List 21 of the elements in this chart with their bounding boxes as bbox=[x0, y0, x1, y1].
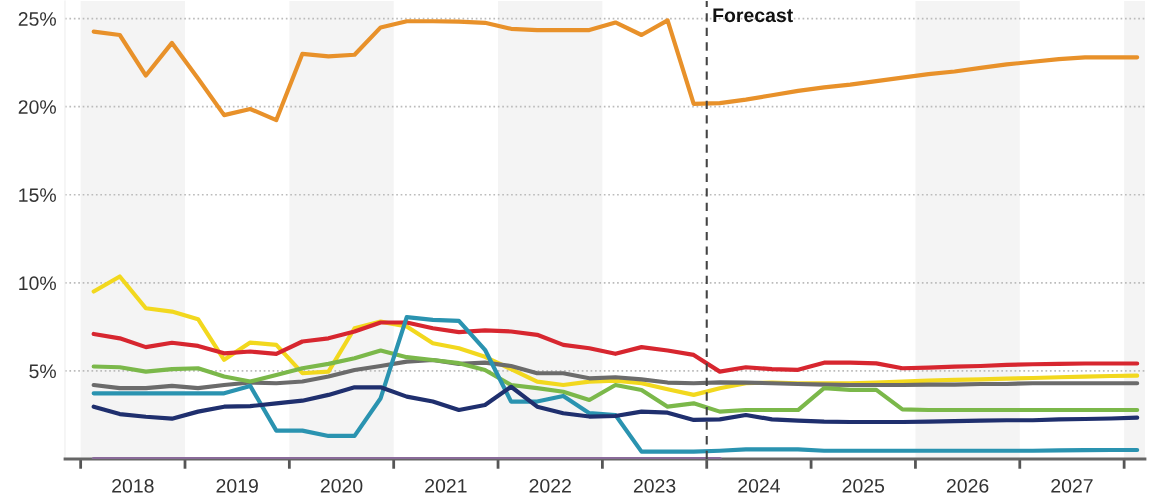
x-tick-label: 2025 bbox=[842, 478, 885, 493]
x-tick-label: 2023 bbox=[633, 478, 676, 493]
x-tick-label: 2020 bbox=[320, 478, 363, 493]
y-tick-label: 20% bbox=[18, 100, 56, 114]
x-tick-label: 2018 bbox=[112, 478, 154, 493]
line-series bbox=[91, 320, 1140, 374]
x-tick-label: 2027 bbox=[1051, 478, 1093, 493]
x-tick-label: 2026 bbox=[946, 478, 989, 493]
y-tick-label: 10% bbox=[19, 276, 56, 291]
y-tick-label: 5% bbox=[29, 364, 56, 379]
line-series bbox=[91, 357, 1140, 391]
x-tick-label: 2024 bbox=[738, 478, 780, 493]
x-tick-label: 2019 bbox=[216, 478, 258, 493]
line-series bbox=[91, 315, 1140, 454]
x-tick-label: 2021 bbox=[425, 478, 467, 493]
x-tick-label: 2022 bbox=[529, 478, 571, 493]
line-series bbox=[91, 348, 1140, 414]
ref-line-label: Forecast bbox=[713, 8, 793, 23]
y-tick-label: 25% bbox=[18, 12, 56, 26]
y-tick-label: 15% bbox=[19, 188, 56, 203]
line-series bbox=[91, 384, 1140, 425]
